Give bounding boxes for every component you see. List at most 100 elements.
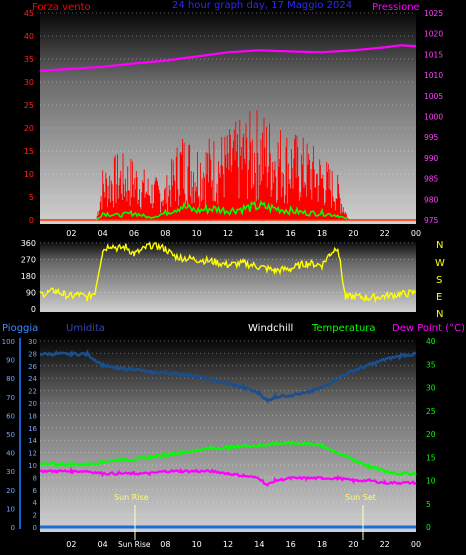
wind-x-tick-label: 06 xyxy=(129,229,139,238)
climate-x-tick-label: 12 xyxy=(223,540,233,549)
pressure-axis-title: Pressione xyxy=(372,2,420,13)
dewpoint-tick-label: 35 xyxy=(426,360,436,369)
direction-tick-label: 360 xyxy=(21,239,36,248)
dewpoint-tick-label: 25 xyxy=(426,407,436,416)
humidity-tick-label: 30 xyxy=(6,468,15,476)
dewpoint-tick-label: 30 xyxy=(426,384,436,393)
sunset-label: Sun Set xyxy=(345,493,376,502)
chart-marks xyxy=(19,44,417,529)
wind-x-tick-label: 16 xyxy=(286,229,296,238)
wind-tick-label: 20 xyxy=(24,124,34,133)
rain-tick-label: 20 xyxy=(28,400,37,408)
rain-tick-label: 22 xyxy=(28,388,37,396)
dewpoint-series xyxy=(39,466,417,488)
pressure-series xyxy=(39,44,417,73)
grid-lines xyxy=(40,12,416,528)
wind-tick-label: 5 xyxy=(29,193,34,202)
rain-tick-label: 0 xyxy=(33,524,37,532)
direction-tick-label: 0 xyxy=(31,305,36,314)
rain-tick-label: 30 xyxy=(28,338,37,346)
wind-x-tick-label: 10 xyxy=(192,229,202,238)
chart-title: 24 hour graph day, 17 Maggio 2024 xyxy=(172,0,352,11)
humidity-tick-label: 50 xyxy=(6,431,15,439)
wind-tick-label: 40 xyxy=(24,32,34,41)
compass-w: W xyxy=(435,258,445,269)
humidity-tick-label: 10 xyxy=(6,505,15,513)
wind-x-tick-label: 20 xyxy=(348,229,358,238)
pressure-tick-label: 1010 xyxy=(424,71,443,80)
pressure-tick-label: 995 xyxy=(424,133,439,142)
wind-tick-label: 35 xyxy=(24,55,34,64)
humidity-tick-label: 80 xyxy=(6,375,15,383)
wind-x-tick-label: 02 xyxy=(66,229,76,238)
climate-x-tick-label: 14 xyxy=(254,540,264,549)
wind-x-tick-label: 12 xyxy=(223,229,233,238)
wind-axis-title: Forza vento xyxy=(32,2,91,13)
wind-x-tick-label: 14 xyxy=(254,229,264,238)
rain-tick-label: 24 xyxy=(28,375,37,383)
dewpoint-tick-label: 0 xyxy=(426,523,431,532)
direction-tick-label: 270 xyxy=(21,256,36,265)
pressure-tick-label: 975 xyxy=(424,216,439,225)
humidity-tick-label: 40 xyxy=(6,450,15,458)
wind-x-tick-label: 08 xyxy=(160,229,170,238)
rain-tick-label: 2 xyxy=(33,512,37,520)
compass-n-bottom: N xyxy=(436,309,443,320)
pressure-tick-label: 1025 xyxy=(424,9,443,18)
wind-direction-series xyxy=(39,241,417,304)
wind-tick-label: 0 xyxy=(29,216,34,225)
humidity-tick-label: 70 xyxy=(6,394,15,402)
wind-x-tick-label: 22 xyxy=(380,229,390,238)
rain-tick-label: 10 xyxy=(28,462,37,470)
pressure-tick-label: 985 xyxy=(424,175,439,184)
wind-tick-label: 10 xyxy=(24,170,34,179)
dewpoint-tick-label: 15 xyxy=(426,453,436,462)
dewpoint-tick-label: 40 xyxy=(426,337,436,346)
humidity-series xyxy=(40,348,417,405)
humidity-axis-title: Umidita xyxy=(66,323,105,334)
climate-x-tick-label: 22 xyxy=(380,540,390,549)
wind-tick-label: 45 xyxy=(24,9,34,18)
temperature-series xyxy=(39,440,417,477)
rain-tick-label: 26 xyxy=(28,363,37,371)
rain-tick-label: 16 xyxy=(28,425,37,433)
humidity-tick-label: 20 xyxy=(6,487,15,495)
climate-panel-bg xyxy=(40,336,416,532)
dewpoint-tick-label: 20 xyxy=(426,430,436,439)
humidity-tick-label: 60 xyxy=(6,412,15,420)
wind-tick-label: 25 xyxy=(24,101,34,110)
rain-tick-label: 18 xyxy=(28,412,37,420)
windchill-label: Windchill xyxy=(248,323,293,334)
wind-x-tick-label: 18 xyxy=(317,229,327,238)
climate-x-tick-label: 16 xyxy=(286,540,296,549)
dewpoint-tick-label: 5 xyxy=(426,500,431,509)
pressure-tick-label: 1015 xyxy=(424,50,443,59)
rain-tick-label: 8 xyxy=(33,474,37,482)
direction-tick-label: 180 xyxy=(21,272,36,281)
humidity-tick-label: 90 xyxy=(6,357,15,365)
dewpoint-label: Dew Point (°C) xyxy=(392,323,465,334)
direction-tick-label: 90 xyxy=(26,289,36,298)
wind-x-tick-label: 00 xyxy=(411,229,421,238)
rain-tick-label: 28 xyxy=(28,350,37,358)
wind-average-series xyxy=(95,200,348,221)
tick-labels: 0510152025303540459759809859909951000100… xyxy=(2,9,444,549)
pressure-tick-label: 1000 xyxy=(424,113,443,122)
sunrise-axis-label: Sun Rise xyxy=(118,540,151,549)
climate-x-tick-label: 04 xyxy=(98,540,108,549)
climate-x-tick-label: 02 xyxy=(66,540,76,549)
pressure-tick-label: 1020 xyxy=(424,30,443,39)
wind-x-tick-label: 04 xyxy=(98,229,108,238)
temperature-label: Temperatura xyxy=(311,323,376,334)
rain-tick-label: 12 xyxy=(28,450,37,458)
rain-tick-label: 6 xyxy=(33,487,38,495)
wind-tick-label: 15 xyxy=(24,147,34,156)
pressure-tick-label: 1005 xyxy=(424,92,443,101)
humidity-tick-label: 100 xyxy=(2,338,15,346)
dewpoint-tick-label: 10 xyxy=(426,477,436,486)
pressure-tick-label: 990 xyxy=(424,154,439,163)
compass-n-top: N xyxy=(436,240,443,251)
humidity-tick-label: 0 xyxy=(11,524,15,532)
rain-axis-title: Pioggia xyxy=(2,323,38,334)
compass-s: S xyxy=(436,275,442,286)
